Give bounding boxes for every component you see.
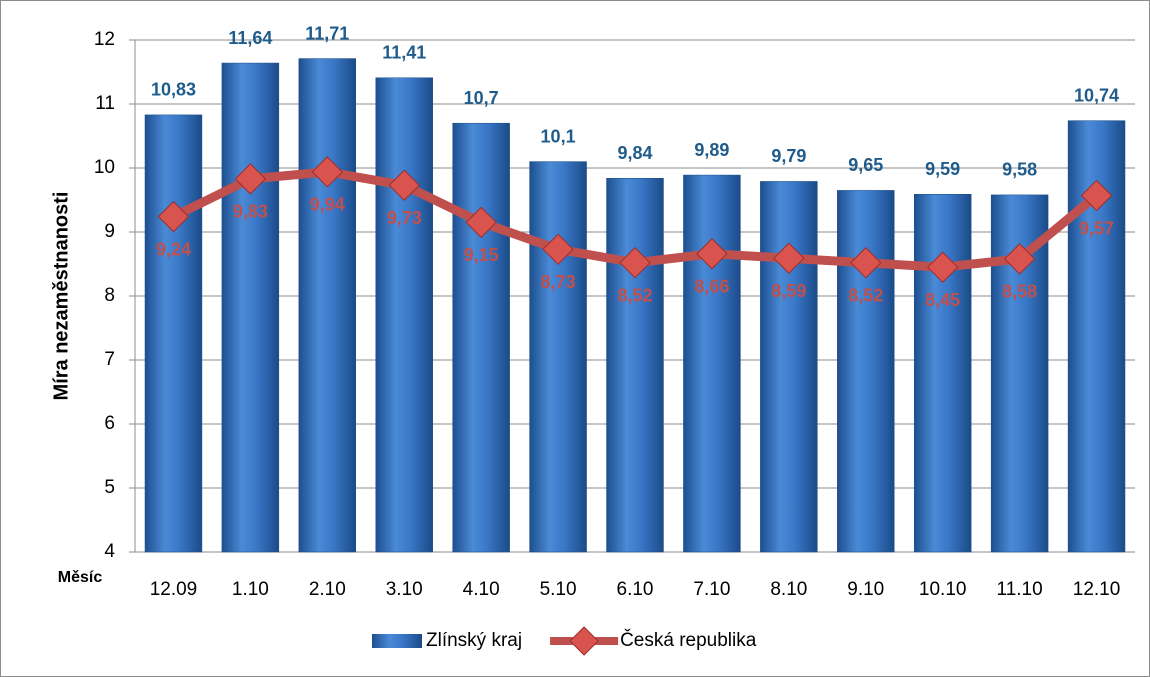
x-tick-label: 2.10 xyxy=(309,579,346,600)
line-marker xyxy=(311,156,344,188)
x-axis-title: Měsíc xyxy=(58,569,103,586)
bar xyxy=(452,122,510,553)
bar-value-label: 9,84 xyxy=(617,143,652,163)
y-tick-label: 7 xyxy=(104,349,115,370)
line-value-label: 9,24 xyxy=(156,239,191,259)
x-tick-label: 1.10 xyxy=(232,579,269,600)
bar xyxy=(144,114,203,553)
y-tick-label: 11 xyxy=(95,93,115,114)
bar-value-label: 10,7 xyxy=(464,88,499,108)
line-marker xyxy=(542,233,574,265)
line-marker xyxy=(465,206,497,239)
line-value-label: 8,66 xyxy=(694,277,729,297)
bar xyxy=(375,77,433,553)
line-value-label: 8,73 xyxy=(541,272,576,292)
bar-value-label: 10,74 xyxy=(1074,85,1119,105)
line-marker xyxy=(850,247,882,279)
bar-value-label: 9,89 xyxy=(694,140,729,160)
line-marker xyxy=(1080,179,1113,212)
line-marker xyxy=(1003,243,1036,275)
line-value-label: 8,58 xyxy=(1002,282,1037,302)
y-tick-label: 12 xyxy=(94,29,115,50)
y-tick-label: 8 xyxy=(104,285,115,306)
line-marker xyxy=(388,169,420,201)
x-tick-label: 3.10 xyxy=(386,579,423,600)
bar-value-label: 10,1 xyxy=(541,126,576,146)
y-tick-label: 6 xyxy=(104,413,115,434)
x-tick-label: 4.10 xyxy=(463,579,500,600)
x-tick-label: 12.09 xyxy=(150,579,198,600)
bar xyxy=(837,190,895,553)
bar-value-label: 10,83 xyxy=(151,80,196,100)
line-value-label: 9,73 xyxy=(387,208,422,228)
x-tick-label: 11.10 xyxy=(997,579,1043,600)
line-value-label: 9,57 xyxy=(1079,218,1114,238)
bar-value-label: 9,65 xyxy=(848,155,883,175)
bar xyxy=(529,161,587,553)
x-tick-label: 8.10 xyxy=(770,579,807,600)
legend-swatch xyxy=(372,634,422,648)
y-tick-label: 5 xyxy=(104,477,115,498)
y-tick-label: 9 xyxy=(104,221,115,242)
line-marker xyxy=(696,238,728,270)
y-tick-label: 4 xyxy=(104,541,115,562)
x-tick-label: 5.10 xyxy=(540,579,577,600)
line-value-label: 8,52 xyxy=(848,285,883,305)
y-axis-title: Míra nezaměstnanosti xyxy=(50,192,72,401)
bar xyxy=(221,62,280,553)
line-value-label: 9,83 xyxy=(233,202,268,222)
line-value-label: 9,15 xyxy=(464,245,499,265)
y-tick-label: 10 xyxy=(94,157,115,178)
line-marker xyxy=(234,163,267,195)
bar-value-label: 11,71 xyxy=(305,23,349,43)
bar-value-label: 11,64 xyxy=(228,28,272,48)
bar xyxy=(606,177,664,553)
x-tick-label: 6.10 xyxy=(617,579,654,600)
line-marker xyxy=(157,200,190,233)
bar xyxy=(298,58,357,553)
x-tick-label: 10.10 xyxy=(919,579,967,600)
x-tick-label: 9.10 xyxy=(847,579,884,600)
bar-value-label: 9,79 xyxy=(771,146,806,166)
x-tick-label: 12.10 xyxy=(1073,579,1121,600)
bar-value-label: 9,59 xyxy=(925,159,960,179)
legend-swatch-marker xyxy=(569,626,599,656)
x-tick-label: 7.10 xyxy=(693,579,730,600)
line-value-label: 9,94 xyxy=(310,195,345,215)
line-value-label: 8,52 xyxy=(617,285,652,305)
bar xyxy=(683,174,741,553)
bar-value-label: 9,58 xyxy=(1002,160,1037,180)
line-marker xyxy=(926,251,959,283)
bar-value-label: 11,41 xyxy=(382,43,426,63)
line-value-label: 8,59 xyxy=(771,281,806,301)
bar xyxy=(913,193,972,553)
line-marker xyxy=(773,242,805,274)
legend-label: Česká republika xyxy=(620,629,757,651)
bar xyxy=(760,181,818,553)
line-value-label: 8,45 xyxy=(925,290,960,310)
legend-label: Zlínský kraj xyxy=(426,630,522,651)
line-marker xyxy=(619,247,651,279)
